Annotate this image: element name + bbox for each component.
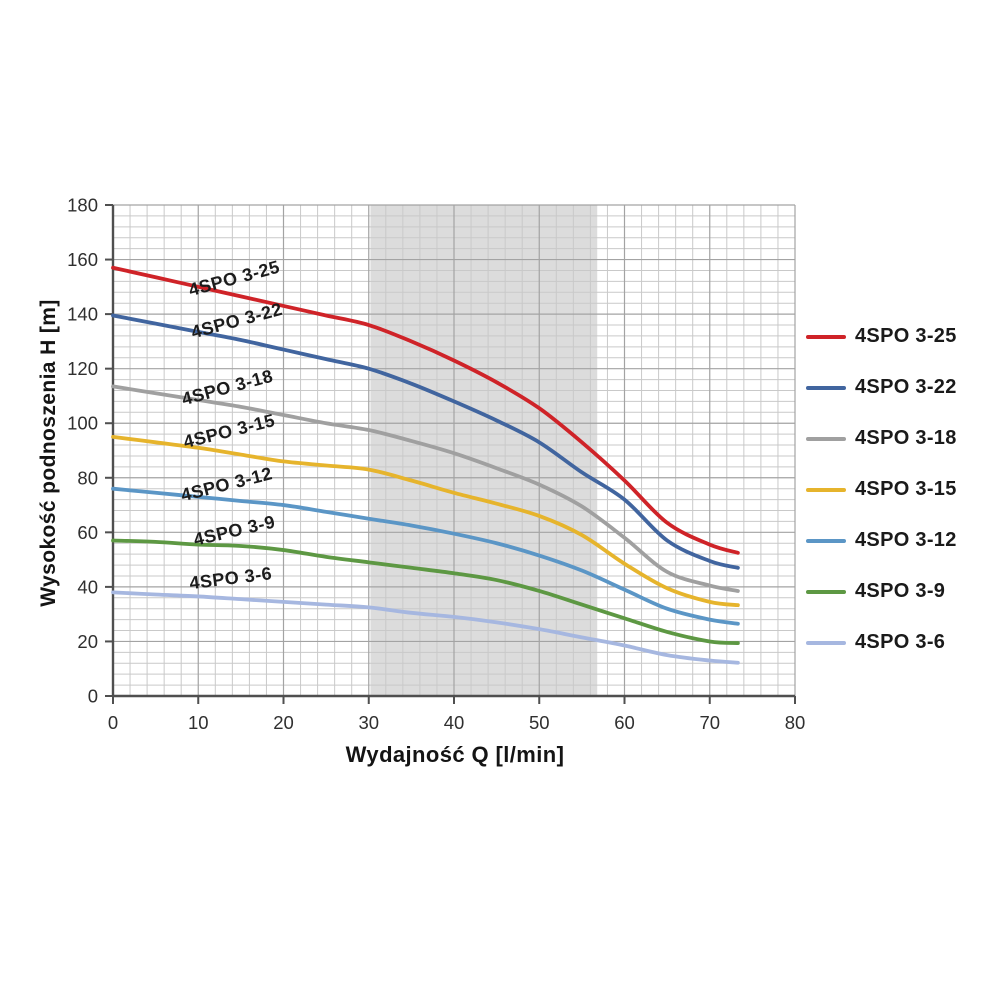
x-tick-label: 50 — [529, 712, 550, 733]
curve-label: 4SPO 3-15 — [181, 410, 277, 452]
legend-line-swatch — [806, 436, 846, 441]
legend-item-4spo-3-15: 4SPO 3-15 — [806, 464, 957, 515]
chart-plot-area: 0 20 40 60 80 100 120 140 160 180 0 10 20 30 40 50 60 70 8… — [67, 195, 806, 734]
legend-item-4spo-3-12: 4SPO 3-12 — [806, 515, 957, 566]
legend-label: 4SPO 3-22 — [855, 376, 957, 398]
curve-4spo-3-18 — [111, 384, 740, 593]
legend-label: 4SPO 3-15 — [855, 478, 957, 500]
curve-4spo-3-12 — [111, 486, 740, 626]
x-tick-label: 0 — [108, 712, 118, 733]
x-tick-label: 30 — [358, 712, 379, 733]
legend-label: 4SPO 3-6 — [855, 631, 946, 653]
legend-label: 4SPO 3-12 — [855, 529, 957, 551]
legend-item-4spo-3-6: 4SPO 3-6 — [806, 617, 957, 668]
x-axis-title: Wydajność Q [l/min] — [345, 742, 565, 767]
y-tick-label: 20 — [77, 631, 98, 652]
curve-label: 4SPO 3-18 — [180, 366, 276, 410]
x-tick-label: 40 — [444, 712, 465, 733]
y-tick-label: 40 — [77, 576, 98, 597]
y-tick-label: 100 — [67, 413, 98, 434]
y-tick-label: 180 — [67, 195, 98, 216]
y-axis-title: Wysokość podnoszenia H [m] — [37, 299, 60, 607]
y-tick-label: 0 — [88, 686, 98, 707]
legend-item-4spo-3-22: 4SPO 3-22 — [806, 362, 957, 413]
y-tick-label: 60 — [77, 522, 98, 543]
curve-4spo-3-25 — [111, 265, 740, 555]
x-tick-label: 10 — [188, 712, 209, 733]
legend-item-4spo-3-18: 4SPO 3-18 — [806, 413, 957, 464]
y-tick-label: 120 — [67, 358, 98, 379]
y-tick-label: 80 — [77, 467, 98, 488]
legend-label: 4SPO 3-18 — [855, 427, 957, 449]
legend-label: 4SPO 3-9 — [855, 580, 946, 602]
curve-4spo-3-6 — [111, 590, 740, 665]
legend-label: 4SPO 3-25 — [855, 325, 957, 347]
curve-4spo-3-9 — [111, 538, 740, 645]
legend-item-4spo-3-9: 4SPO 3-9 — [806, 566, 957, 617]
curve-label: 4SPO 3-6 — [188, 563, 273, 593]
legend-item-4spo-3-25: 4SPO 3-25 — [806, 311, 957, 362]
x-tick-label: 70 — [699, 712, 720, 733]
legend-line-swatch — [806, 538, 846, 543]
x-tick-label: 60 — [614, 712, 635, 733]
curve-4spo-3-15 — [111, 434, 740, 608]
x-tick-label: 80 — [785, 712, 806, 733]
legend-line-swatch — [806, 334, 846, 339]
x-tick-label: 20 — [273, 712, 294, 733]
legend-line-swatch — [806, 640, 846, 645]
legend-line-swatch — [806, 487, 846, 492]
legend-line-swatch — [806, 385, 846, 390]
legend-line-swatch — [806, 589, 846, 594]
legend: 4SPO 3-25 4SPO 3-22 4SPO 3-18 4SPO 3-15 4SPO… — [806, 311, 957, 668]
y-tick-label: 160 — [67, 249, 98, 270]
y-tick-label: 140 — [67, 304, 98, 325]
curve-4spo-3-22 — [111, 313, 740, 570]
